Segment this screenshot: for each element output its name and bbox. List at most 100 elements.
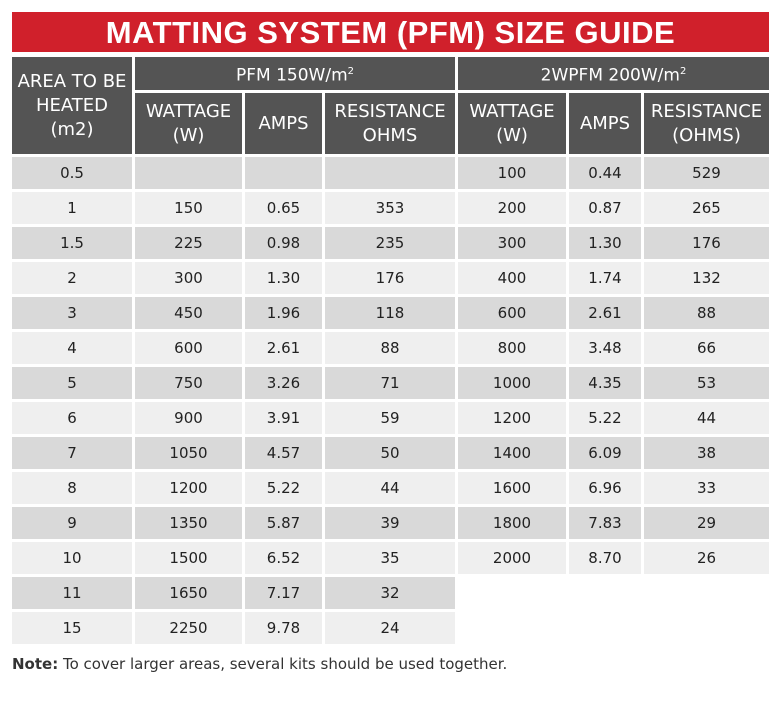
- table-cell: 353: [325, 192, 455, 224]
- table-cell: 33: [644, 472, 769, 504]
- table-cell: 11: [12, 577, 132, 609]
- size-guide-table: AREA TO BE HEATED (m2) PFM 150W/m2 2WPFM…: [9, 54, 772, 647]
- table-cell: 88: [325, 332, 455, 364]
- table-cell: 0.5: [12, 157, 132, 189]
- table-cell: 9.78: [245, 612, 322, 644]
- table-cell: 900: [135, 402, 242, 434]
- table-cell: 6.09: [569, 437, 641, 469]
- table-cell: 0.98: [245, 227, 322, 259]
- table-cell: 176: [325, 262, 455, 294]
- note-text: To cover larger areas, several kits shou…: [58, 655, 508, 673]
- table-cell: 26: [644, 542, 769, 574]
- header-resistance: RESISTANCE OHMS: [325, 93, 455, 154]
- page-title: MATTING SYSTEM (PFM) SIZE GUIDE: [12, 12, 769, 52]
- table-cell: 1800: [458, 507, 566, 539]
- table-cell: 150: [135, 192, 242, 224]
- table-cell: 29: [644, 507, 769, 539]
- header-area: AREA TO BE HEATED (m2): [12, 57, 132, 154]
- table-cell: 35: [325, 542, 455, 574]
- table-row: 4 600 2.61 88 800 3.48 66: [12, 332, 769, 364]
- table-cell: 200: [458, 192, 566, 224]
- table-cell: 265: [644, 192, 769, 224]
- table-row: 0.5 100 0.44 529: [12, 157, 769, 189]
- table-row: 9 1350 5.87 39 1800 7.83 29: [12, 507, 769, 539]
- header-amps: AMPS: [569, 93, 641, 154]
- header-group-2wpfm200: 2WPFM 200W/m2: [458, 57, 769, 90]
- table-cell: [458, 577, 566, 609]
- table-cell: 8: [12, 472, 132, 504]
- superscript: 2: [347, 65, 355, 77]
- table-cell: 750: [135, 367, 242, 399]
- table-cell: 44: [644, 402, 769, 434]
- table-cell: 5.22: [245, 472, 322, 504]
- table-cell: 1600: [458, 472, 566, 504]
- table-cell: 15: [12, 612, 132, 644]
- table-cell: 44: [325, 472, 455, 504]
- table-cell: [569, 612, 641, 644]
- footnote: Note: To cover larger areas, several kit…: [12, 655, 507, 673]
- table-cell: 0.65: [245, 192, 322, 224]
- table-cell: 6.52: [245, 542, 322, 574]
- table-cell: [135, 157, 242, 189]
- table-cell: [644, 612, 769, 644]
- table-cell: 450: [135, 297, 242, 329]
- table-row: 8 1200 5.22 44 1600 6.96 33: [12, 472, 769, 504]
- table-cell: 88: [644, 297, 769, 329]
- table-cell: 3.91: [245, 402, 322, 434]
- table-cell: 300: [135, 262, 242, 294]
- table-row: 10 1500 6.52 35 2000 8.70 26: [12, 542, 769, 574]
- table-cell: 6.96: [569, 472, 641, 504]
- table-cell: 66: [644, 332, 769, 364]
- table-cell: 1.30: [245, 262, 322, 294]
- table-cell: 1: [12, 192, 132, 224]
- table-cell: 3: [12, 297, 132, 329]
- table-cell: 3.26: [245, 367, 322, 399]
- table-cell: 1400: [458, 437, 566, 469]
- table-cell: 1650: [135, 577, 242, 609]
- header-amps: AMPS: [245, 93, 322, 154]
- table-cell: 100: [458, 157, 566, 189]
- table-cell: 2250: [135, 612, 242, 644]
- table-cell: [644, 577, 769, 609]
- table-body: 0.5 100 0.44 529 1 150 0.65 353 200 0.87 265 1.5 225…: [12, 157, 769, 644]
- table-cell: 32: [325, 577, 455, 609]
- table-cell: [325, 157, 455, 189]
- table-cell: 59: [325, 402, 455, 434]
- table-row: 11 1650 7.17 32: [12, 577, 769, 609]
- table-cell: 7.83: [569, 507, 641, 539]
- table-cell: 400: [458, 262, 566, 294]
- table-cell: 2: [12, 262, 132, 294]
- table-cell: 24: [325, 612, 455, 644]
- table-cell: [245, 157, 322, 189]
- table-cell: 0.44: [569, 157, 641, 189]
- table-row: 2 300 1.30 176 400 1.74 132: [12, 262, 769, 294]
- table-cell: 1000: [458, 367, 566, 399]
- table-cell: 1050: [135, 437, 242, 469]
- table-cell: 39: [325, 507, 455, 539]
- table-cell: 5.87: [245, 507, 322, 539]
- table-cell: [569, 577, 641, 609]
- table-row: 3 450 1.96 118 600 2.61 88: [12, 297, 769, 329]
- table-cell: 8.70: [569, 542, 641, 574]
- table-cell: 1200: [135, 472, 242, 504]
- superscript: 2: [679, 65, 687, 77]
- table-cell: 9: [12, 507, 132, 539]
- table-cell: 300: [458, 227, 566, 259]
- table-cell: 7: [12, 437, 132, 469]
- table-cell: 1500: [135, 542, 242, 574]
- table-cell: 2000: [458, 542, 566, 574]
- table-cell: 1.30: [569, 227, 641, 259]
- table-cell: 1.96: [245, 297, 322, 329]
- table-cell: 132: [644, 262, 769, 294]
- table-cell: 0.87: [569, 192, 641, 224]
- table-row: 6 900 3.91 59 1200 5.22 44: [12, 402, 769, 434]
- header-group-pfm150: PFM 150W/m2: [135, 57, 455, 90]
- table-cell: 2.61: [245, 332, 322, 364]
- table-cell: 1.74: [569, 262, 641, 294]
- header-resistance: RESISTANCE (OHMS): [644, 93, 769, 154]
- header-wattage: WATTAGE (W): [135, 93, 242, 154]
- table-row: 15 2250 9.78 24: [12, 612, 769, 644]
- group-label: 2WPFM 200W/m: [540, 65, 680, 86]
- table-cell: 53: [644, 367, 769, 399]
- table-cell: 1350: [135, 507, 242, 539]
